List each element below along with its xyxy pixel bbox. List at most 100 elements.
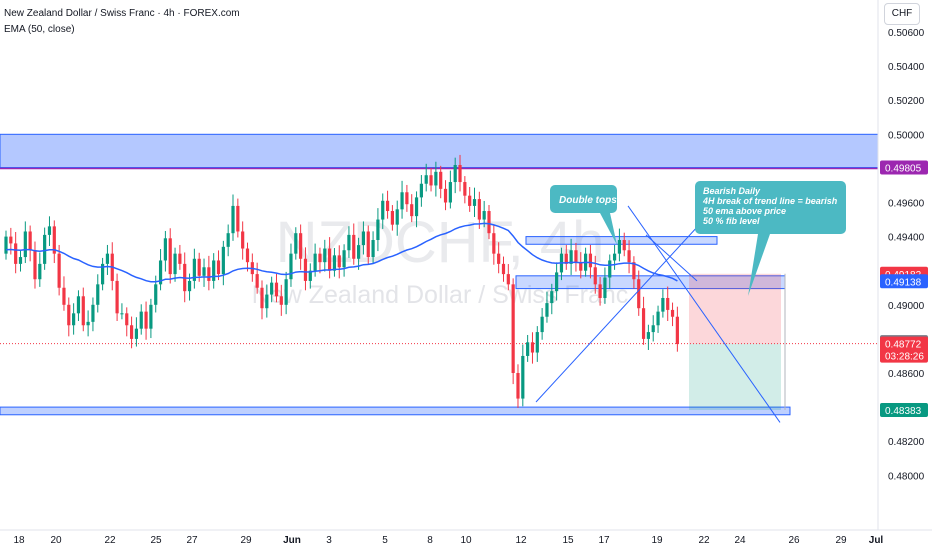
candle-body xyxy=(332,255,337,271)
x-tick-label: Jun xyxy=(283,535,301,546)
candle-body xyxy=(535,332,539,353)
callout-text: Bearish Daily 4H break of trend line = be… xyxy=(702,186,838,226)
candle-body xyxy=(62,287,66,305)
ema-line[interactable] xyxy=(5,222,678,283)
candle-body xyxy=(555,272,559,292)
x-tick-label: 29 xyxy=(835,535,847,546)
y-tick-label: 0.50200 xyxy=(888,96,925,107)
candle-body xyxy=(453,164,457,183)
candle-body xyxy=(260,287,264,309)
candle-body xyxy=(501,263,506,275)
chart-title: New Zealand Dollar / Swiss Franc · 4h · … xyxy=(4,8,240,19)
watermark-name: New Zealand Dollar / Swiss Franc xyxy=(252,281,629,309)
candle-body xyxy=(366,231,370,258)
candle-body xyxy=(101,263,105,285)
candle-body xyxy=(550,291,554,304)
candle-body xyxy=(593,267,597,285)
candle-body xyxy=(197,258,201,276)
y-tick-label: 0.50400 xyxy=(888,62,925,73)
price-label[interactable] xyxy=(880,274,928,289)
candle-body xyxy=(274,282,279,297)
candle-body xyxy=(472,199,477,206)
candle-body xyxy=(545,303,549,317)
countdown-label: 03:28:26 xyxy=(885,352,924,363)
resistance-zone[interactable] xyxy=(0,133,879,169)
plot-area xyxy=(0,0,878,530)
candle-body xyxy=(202,267,206,276)
candle-body xyxy=(207,267,211,281)
x-tick-label: 18 xyxy=(13,535,25,546)
y-tick-label: 0.48600 xyxy=(888,369,925,380)
currency-button[interactable]: CHF xyxy=(884,3,920,25)
candle-body xyxy=(487,211,491,234)
candle-body xyxy=(168,238,172,275)
candle-body xyxy=(395,209,399,225)
y-tick-label: 0.48200 xyxy=(888,437,925,448)
x-tick-label: 8 xyxy=(427,535,433,546)
y-tick-label: 0.49400 xyxy=(888,233,925,244)
candle-body xyxy=(270,282,274,295)
indicator-legend[interactable]: EMA (50, close) xyxy=(4,24,75,35)
candle-body xyxy=(632,262,636,280)
candle-body xyxy=(337,255,341,268)
trend-line-short[interactable] xyxy=(645,234,698,282)
candle-body xyxy=(241,231,245,249)
top-zone-box[interactable] xyxy=(525,236,718,245)
x-tick-label: 27 xyxy=(186,535,198,546)
candle-body xyxy=(47,226,52,235)
candle-body xyxy=(400,192,404,210)
candle-body xyxy=(318,253,322,263)
price-label-value: 0.48383 xyxy=(885,406,922,417)
support-zone[interactable] xyxy=(0,406,791,416)
price-label[interactable] xyxy=(880,160,928,175)
candle-body xyxy=(67,304,71,326)
time-axis-bg xyxy=(0,530,932,550)
trend-line-up[interactable] xyxy=(535,207,716,403)
candle-body xyxy=(105,253,110,264)
candle-body xyxy=(33,250,37,280)
candle-body xyxy=(661,297,665,312)
candle-body xyxy=(390,211,394,225)
candle-body xyxy=(279,296,283,305)
price-axis[interactable]: 0.50600 0.50400 0.50200 0.50000 0.49600 0.494… xyxy=(877,0,932,530)
candle-body xyxy=(443,188,448,203)
candle-body xyxy=(414,197,419,217)
x-tick-label: 17 xyxy=(598,535,610,546)
candle-body xyxy=(511,284,515,373)
y-tick-label: 0.49000 xyxy=(888,301,925,312)
candle-body xyxy=(134,328,139,339)
price-label-value: 0.49138 xyxy=(885,277,922,288)
price-label-value: 0.49805 xyxy=(885,164,922,175)
candle-body xyxy=(120,313,124,315)
candle-body xyxy=(72,313,76,326)
candle-body xyxy=(284,279,288,305)
candle-body xyxy=(158,260,163,285)
price-label[interactable] xyxy=(880,336,928,363)
callout-double-tops[interactable] xyxy=(550,185,617,213)
candle-body xyxy=(187,280,192,292)
candle-body xyxy=(637,279,641,309)
candle-body xyxy=(381,200,385,220)
time-axis[interactable]: 18 20 22 25 27 29 Jun 3 5 8 10 12 15 17 19 22 24 26 29 Jul xyxy=(0,529,932,550)
candle-body xyxy=(492,233,496,254)
candle-body xyxy=(115,280,119,314)
candle-body xyxy=(57,253,61,288)
candle-body xyxy=(622,240,626,251)
candle-body xyxy=(448,182,452,203)
candle-body xyxy=(598,284,602,298)
candle-body xyxy=(38,263,42,280)
candle-body xyxy=(303,258,308,281)
candle-body xyxy=(245,248,250,263)
callout-pointer xyxy=(600,213,617,245)
callout-analysis[interactable] xyxy=(695,181,846,234)
y-tick-label: 0.50000 xyxy=(888,130,925,141)
candle-body xyxy=(43,234,47,264)
price-axis-bg xyxy=(878,0,932,530)
candle-body xyxy=(289,253,293,280)
position-stop-area[interactable] xyxy=(689,273,781,344)
callout-text: Double tops xyxy=(559,195,617,206)
candle-body xyxy=(666,297,670,310)
price-label[interactable] xyxy=(880,402,928,417)
position-target-area[interactable] xyxy=(689,343,781,410)
